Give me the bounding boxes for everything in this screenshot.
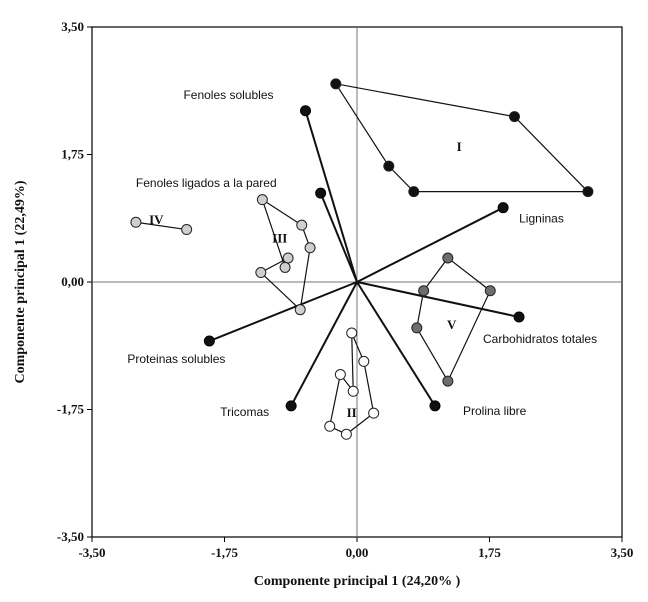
group-label: IV	[149, 212, 164, 227]
loading-vector	[290, 281, 358, 407]
group-hulls	[130, 78, 594, 440]
vector-label: Prolina libre	[463, 404, 527, 418]
group-label: V	[447, 317, 457, 332]
x-tick-label: 0,00	[346, 545, 369, 560]
group-label: II	[347, 405, 357, 420]
vector-endpoint	[203, 335, 215, 347]
vector-endpoint	[513, 311, 525, 323]
vector-label: Ligninas	[519, 212, 564, 226]
x-tick-label: -3,50	[78, 545, 105, 560]
loading-vector	[356, 281, 520, 318]
data-point	[346, 327, 358, 339]
data-point	[130, 216, 142, 228]
y-tick-label: -1,75	[57, 402, 85, 417]
group-label: I	[457, 139, 462, 154]
vector-endpoint	[285, 400, 297, 412]
data-point	[358, 355, 370, 367]
x-axis-title: Componente principal 1 (24,20% )	[254, 574, 461, 589]
x-tick-label: 3,50	[611, 545, 634, 560]
loading-vector	[319, 192, 358, 283]
y-tick-label: 0,00	[61, 274, 84, 289]
x-tick-label: 1,75	[478, 545, 501, 560]
loading-vector	[356, 281, 436, 407]
data-point	[330, 78, 342, 90]
loading-vector	[304, 110, 358, 283]
y-tick-label: -3,50	[57, 529, 84, 544]
data-point	[408, 186, 420, 198]
data-point	[340, 428, 352, 440]
group-hull	[416, 257, 492, 383]
chart-labels: Fenoles solubles Fenoles ligados a la par…	[127, 88, 597, 420]
data-point	[582, 186, 594, 198]
data-point	[334, 369, 346, 381]
data-point	[368, 407, 380, 419]
group-hull	[334, 82, 590, 193]
y-axis-title: Componente principal 1 (22,49%)	[13, 180, 28, 383]
data-point	[508, 111, 520, 123]
vector-label: Fenoles solubles	[183, 88, 273, 102]
vector-label: Tricomas	[220, 405, 269, 419]
data-point	[255, 267, 267, 279]
data-point	[256, 194, 268, 206]
data-point	[442, 252, 454, 264]
axes-layer: -3,50 -1,75 0,00 1,75 3,50 3,50 1,75 0,00 -1,75 -…	[57, 19, 633, 560]
data-point	[347, 385, 359, 397]
data-point	[383, 160, 395, 172]
group-label: III	[272, 230, 287, 245]
data-point	[181, 224, 193, 236]
vector-label: Proteinas solubles	[127, 352, 225, 366]
vector-endpoint	[497, 202, 509, 214]
y-tick-label: 1,75	[61, 147, 84, 162]
data-point	[279, 261, 291, 273]
x-tick-label: -1,75	[211, 545, 239, 560]
vector-endpoint	[315, 187, 327, 199]
loading-vectors	[203, 105, 525, 412]
y-tick-label: 3,50	[61, 19, 84, 34]
data-point	[296, 219, 308, 231]
data-point	[411, 322, 423, 334]
vector-label: Fenoles ligados a la pared	[136, 176, 277, 190]
data-point	[282, 252, 294, 264]
vector-endpoint	[300, 105, 312, 117]
data-point	[304, 242, 316, 254]
loading-vector	[208, 281, 358, 342]
data-point	[484, 285, 496, 297]
data-point	[442, 375, 454, 387]
data-point	[294, 304, 306, 316]
vector-label: Carbohidratos totales	[483, 332, 597, 346]
loading-vector	[356, 206, 504, 283]
vector-endpoint	[429, 400, 441, 412]
data-point	[418, 285, 430, 297]
data-point	[324, 420, 336, 432]
group-hull	[135, 221, 187, 231]
